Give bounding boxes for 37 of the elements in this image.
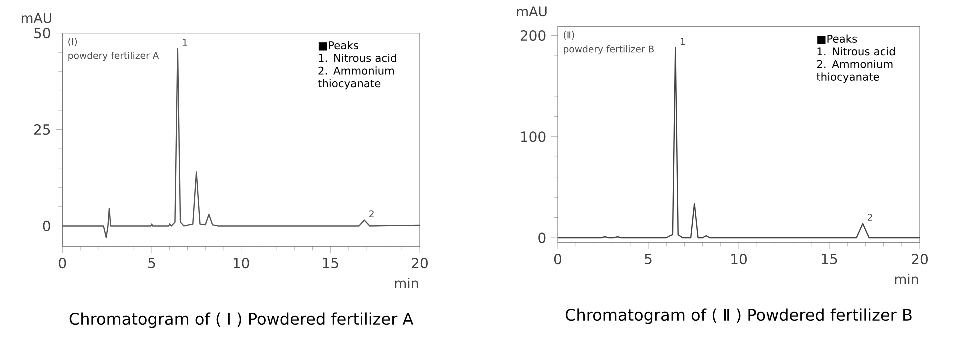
y-tick-label: 0: [43, 220, 50, 232]
y-tick-label: 100: [521, 132, 546, 142]
y-tick-label: 0: [538, 232, 546, 244]
y-axis-title: mAU: [22, 13, 52, 24]
annotation: ■Peaks: [818, 34, 858, 44]
annotation: 2: [868, 214, 872, 221]
x-tick-label: 5: [645, 254, 652, 264]
x-tick-label: 15: [323, 258, 338, 268]
annotation: 2. Ammonium thiocyanate: [318, 66, 394, 90]
x-tick-label: 10: [234, 258, 250, 269]
y-tick-label: 25: [34, 124, 50, 136]
x-axis-title: min: [395, 278, 418, 288]
x-tick-label: 20: [412, 258, 428, 269]
x-tick-label: 20: [912, 254, 928, 265]
annotation: 1. Nitrous acid: [818, 47, 895, 56]
line-series: [558, 47, 920, 239]
annotation: (Ⅰ): [68, 38, 78, 46]
annotation: powdery fertilizer B: [564, 46, 654, 55]
x-axis-title: min: [895, 274, 918, 284]
text: Chromatogram of ( Ⅰ ) Powdered fertilizer A: [70, 312, 414, 328]
y-tick-label: 50: [34, 28, 50, 39]
text: Chromatogram of ( Ⅱ ) Powdered fertilizer B: [566, 308, 912, 324]
annotation: ■Peaks: [318, 41, 358, 51]
x-tick-label: 0: [59, 258, 66, 269]
y-tick-label: 200: [520, 30, 546, 42]
x-tick-label: 0: [554, 254, 562, 265]
y-axis-title: mAU: [517, 6, 547, 17]
annotation: powdery fertilizer A: [68, 52, 160, 62]
annotation: 1: [183, 39, 188, 46]
annotation: 1. Nitrous acid: [319, 54, 396, 62]
annotation: 2. Ammonium thiocyanate: [816, 60, 893, 84]
annotation: 2: [370, 210, 374, 218]
x-tick-label: 15: [822, 254, 838, 264]
annotation: 1: [680, 38, 686, 45]
x-tick-label: 10: [732, 254, 747, 265]
x-tick-label: 5: [148, 258, 156, 268]
annotation: (Ⅱ): [564, 32, 574, 40]
